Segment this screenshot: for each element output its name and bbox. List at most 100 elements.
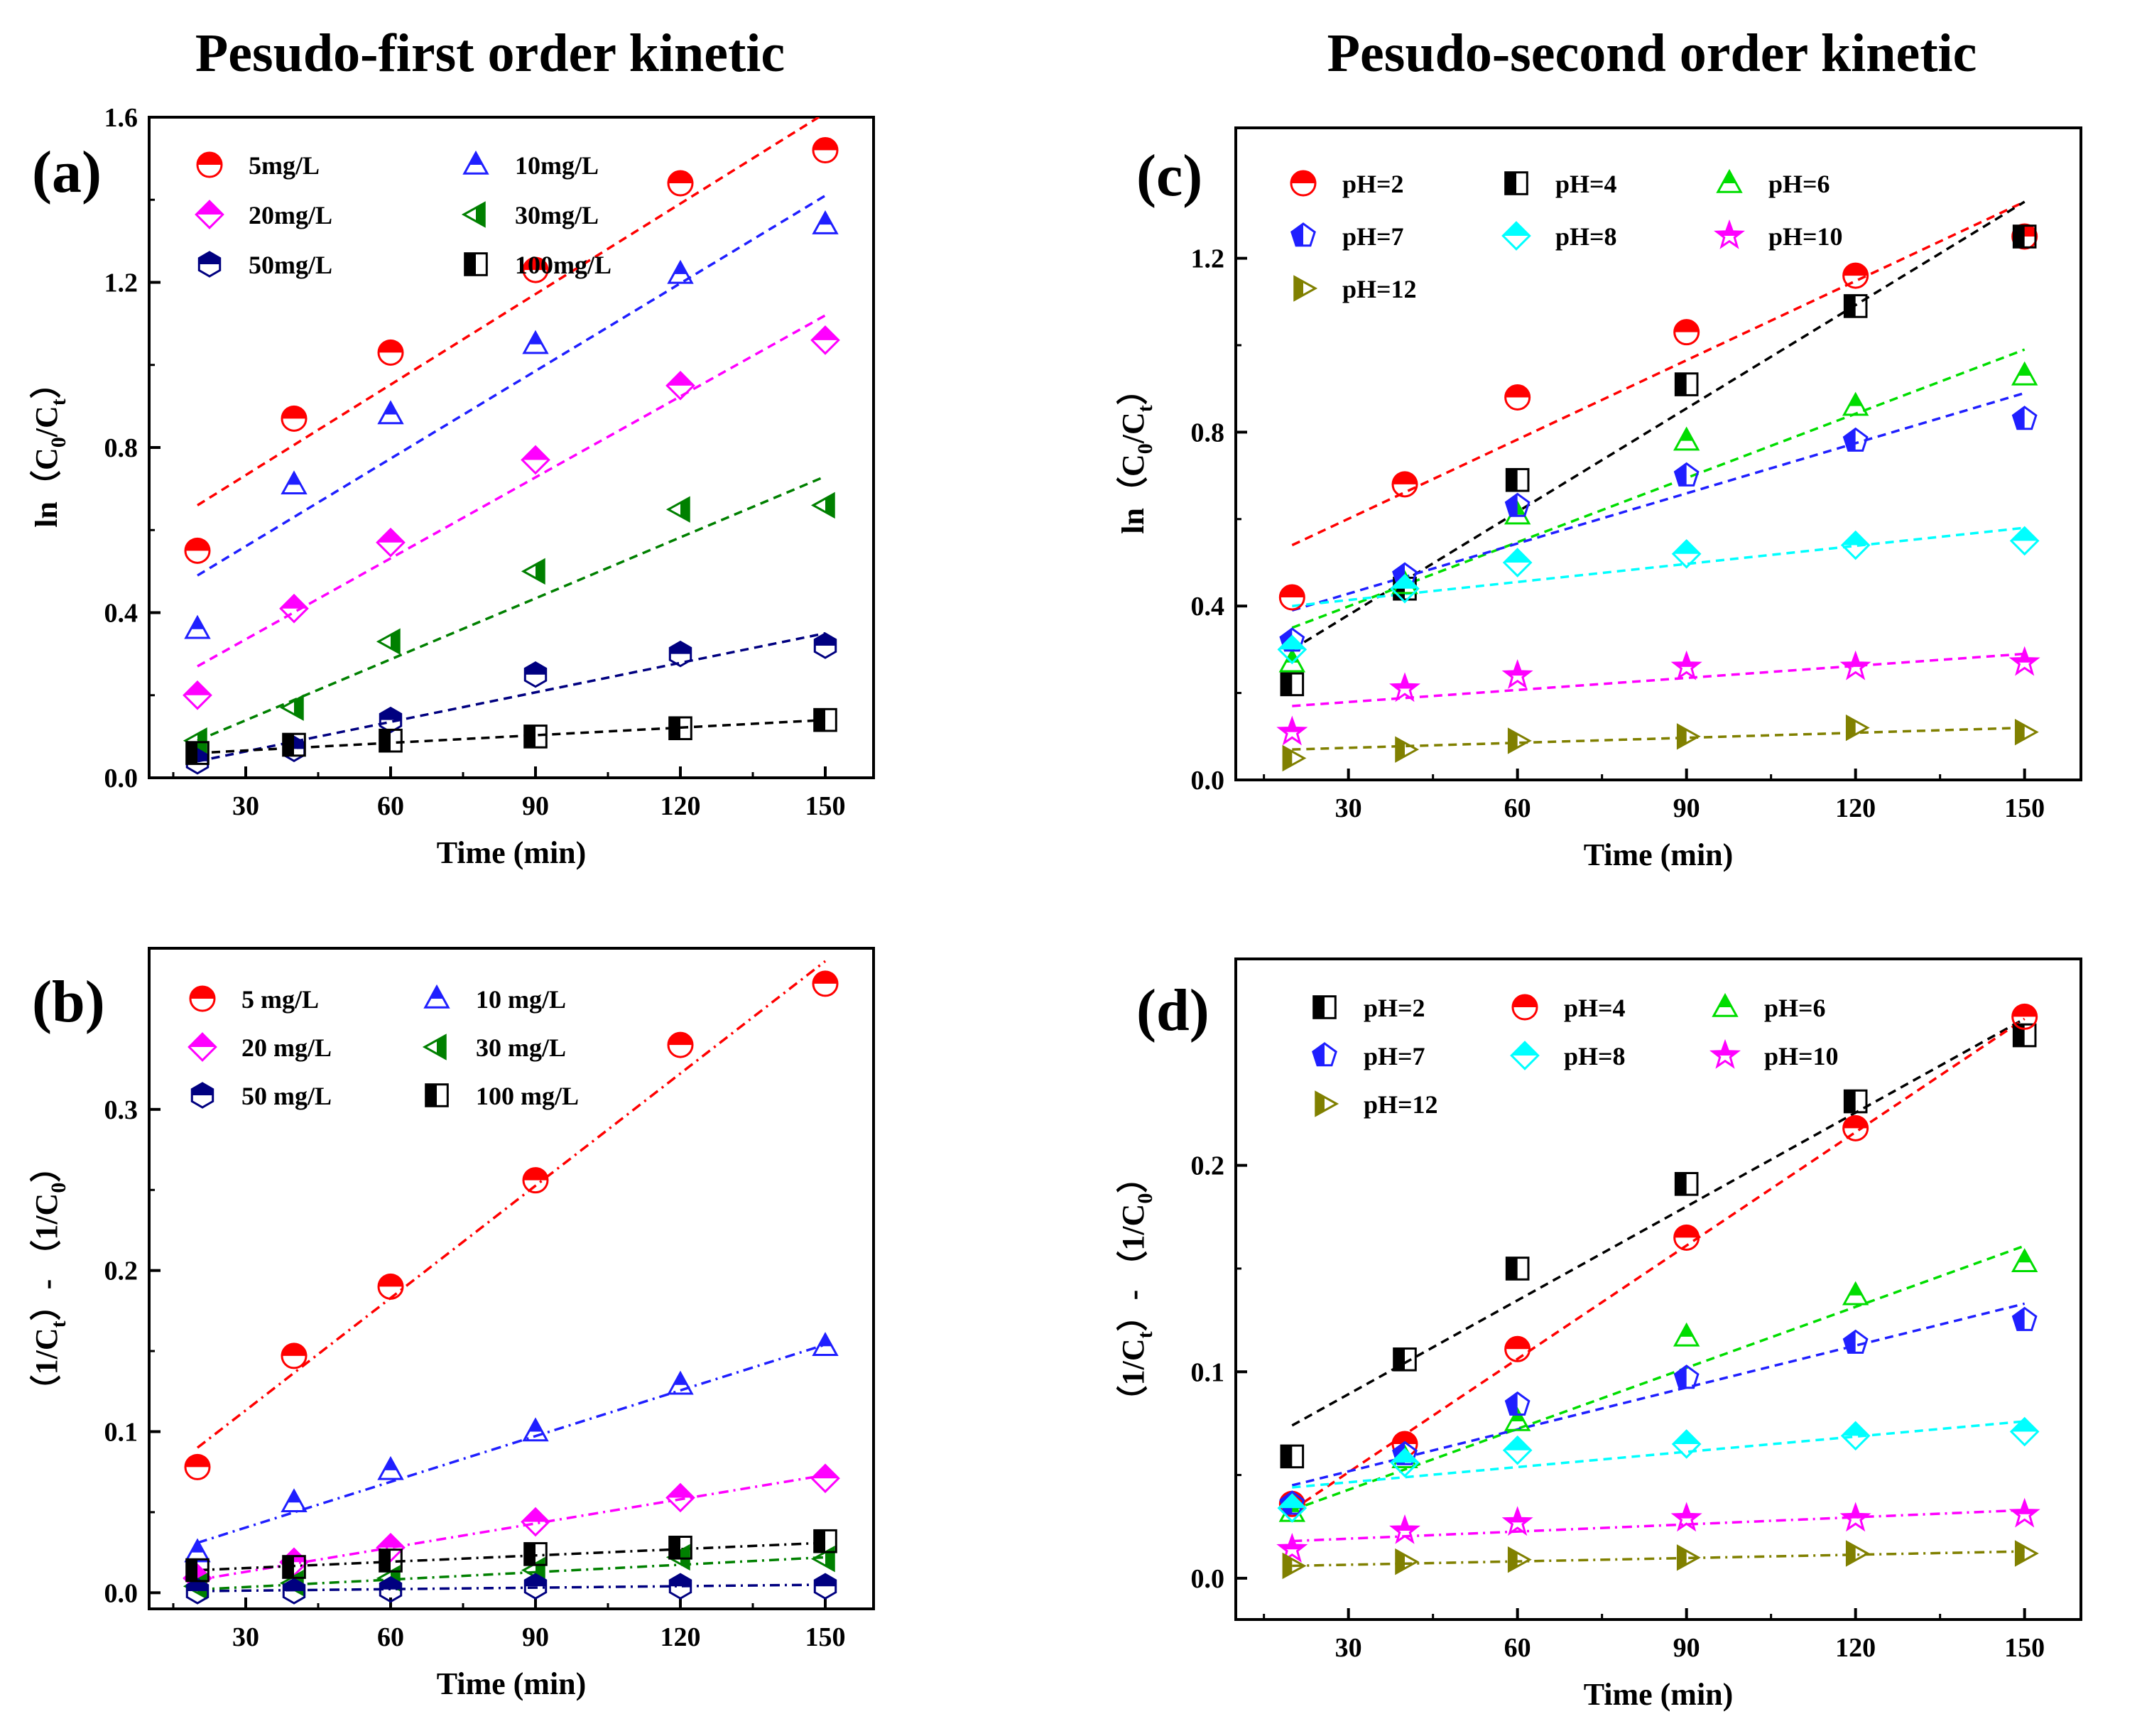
legend-marker bbox=[1716, 168, 1743, 193]
data-point bbox=[1277, 1493, 1308, 1523]
data-point bbox=[279, 593, 309, 624]
legend-marker bbox=[1290, 170, 1317, 197]
data-point bbox=[183, 680, 212, 710]
fit-line-20-mg-L bbox=[197, 1474, 826, 1581]
plot-frame bbox=[148, 947, 875, 1610]
legend-marker bbox=[1714, 219, 1745, 249]
x-tick-label: 150 bbox=[805, 1622, 846, 1652]
panel-label-d: (d) bbox=[1136, 977, 1209, 1043]
legend-marker bbox=[1504, 171, 1528, 195]
x-tick-label: 60 bbox=[1504, 793, 1531, 823]
y-axis-title: ln（C0/Ct） bbox=[1116, 374, 1157, 533]
legend-label: 30mg/L bbox=[515, 201, 599, 229]
data-point bbox=[1504, 1391, 1531, 1416]
x-axis-title: Time (min) bbox=[437, 1666, 587, 1701]
data-point bbox=[810, 1463, 840, 1494]
data-point bbox=[1390, 573, 1420, 604]
x-tick-label: 60 bbox=[377, 1622, 404, 1652]
x-tick-label: 30 bbox=[232, 791, 259, 821]
legend-marker bbox=[462, 150, 489, 175]
data-point bbox=[1504, 384, 1531, 411]
fit-line-pH-12 bbox=[1292, 1550, 2025, 1568]
right-column-title: Pesudo-second order kinetic bbox=[1327, 23, 1977, 83]
data-point bbox=[1842, 427, 1869, 452]
y-tick-label: 1.2 bbox=[1191, 244, 1225, 274]
legend-label: pH=6 bbox=[1764, 994, 1826, 1022]
data-point bbox=[281, 1488, 308, 1513]
legend-marker bbox=[422, 1034, 447, 1060]
data-point bbox=[665, 370, 695, 401]
data-point bbox=[523, 1542, 548, 1566]
data-point bbox=[1842, 391, 1869, 416]
legend-marker bbox=[189, 985, 216, 1012]
data-point bbox=[1393, 1347, 1417, 1372]
x-tick-label: 90 bbox=[522, 1622, 549, 1652]
data-point bbox=[1501, 658, 1533, 689]
data-point bbox=[2011, 1003, 2038, 1030]
data-point bbox=[2012, 224, 2037, 249]
data-point bbox=[379, 1576, 403, 1603]
data-point bbox=[379, 1548, 403, 1573]
legend-label: pH=10 bbox=[1764, 1042, 1839, 1070]
data-point bbox=[2011, 361, 2038, 386]
x-axis-title: Time (min) bbox=[437, 835, 587, 870]
legend-marker bbox=[1312, 1042, 1337, 1067]
data-point bbox=[1845, 1540, 1870, 1567]
y-axis-title-part: （C bbox=[29, 447, 64, 501]
y-tick-label: 1.2 bbox=[104, 268, 138, 298]
data-point bbox=[1842, 1114, 1869, 1141]
legend-marker bbox=[187, 1032, 217, 1062]
x-tick-label: 30 bbox=[1335, 793, 1362, 823]
data-point bbox=[665, 1482, 695, 1513]
data-point bbox=[810, 1545, 835, 1573]
data-point bbox=[2014, 718, 2039, 746]
legend-label: pH=6 bbox=[1768, 170, 1830, 198]
y-tick-label: 0.0 bbox=[1191, 1564, 1225, 1594]
y-axis-title-subscript: 0 bbox=[47, 437, 70, 447]
data-point bbox=[1673, 1365, 1700, 1389]
data-point bbox=[1673, 462, 1700, 487]
data-point bbox=[1674, 1171, 1699, 1196]
data-point bbox=[522, 1167, 549, 1194]
fit-line-pH-2 bbox=[1291, 1017, 2026, 1427]
panel-b: (b) 30 60 90 120 150 0.0 0.1 0.2 0.3 Time (min) （1/… bbox=[29, 947, 875, 1701]
data-point bbox=[1276, 1533, 1308, 1563]
data-point bbox=[810, 325, 840, 355]
y-axis-title-part: ）- （1/C bbox=[29, 1193, 64, 1321]
data-point bbox=[1391, 471, 1418, 498]
fit-line-pH-4 bbox=[1291, 1017, 2026, 1512]
y-tick-label: 0.8 bbox=[104, 433, 138, 463]
y-axis-title-part: ） bbox=[29, 367, 64, 398]
fit-line-pH-8 bbox=[1292, 1420, 2025, 1489]
data-point bbox=[522, 1417, 549, 1442]
plot-area bbox=[183, 117, 840, 775]
plot-area bbox=[1276, 1003, 2040, 1580]
data-point bbox=[813, 707, 837, 732]
data-point bbox=[812, 1332, 839, 1357]
fit-line-pH-10 bbox=[1292, 652, 2025, 707]
data-point bbox=[379, 728, 403, 753]
data-point bbox=[2011, 406, 2038, 430]
x-tick-label: 120 bbox=[660, 791, 701, 821]
data-point bbox=[2008, 1497, 2040, 1528]
data-point bbox=[1843, 1089, 1868, 1114]
fit-line-pH-8 bbox=[1292, 526, 2025, 607]
y-axis-title-subscript: t bbox=[47, 1320, 70, 1328]
y-tick-label: 1.6 bbox=[104, 103, 138, 133]
data-point bbox=[1501, 1506, 1533, 1536]
data-point bbox=[1671, 1429, 1702, 1459]
data-point bbox=[184, 614, 211, 639]
data-point bbox=[185, 1578, 210, 1605]
x-tick-label: 90 bbox=[1673, 1633, 1700, 1663]
data-point bbox=[668, 640, 692, 668]
x-tick-label: 90 bbox=[1673, 793, 1700, 823]
data-point bbox=[376, 527, 406, 558]
legend-marker bbox=[1712, 992, 1739, 1017]
x-tick-label: 90 bbox=[522, 791, 549, 821]
x-tick-label: 30 bbox=[1335, 1633, 1362, 1663]
legend-marker bbox=[1293, 275, 1318, 302]
data-point bbox=[1840, 530, 1871, 560]
legend-label: pH=4 bbox=[1564, 994, 1626, 1022]
data-point bbox=[523, 725, 548, 749]
